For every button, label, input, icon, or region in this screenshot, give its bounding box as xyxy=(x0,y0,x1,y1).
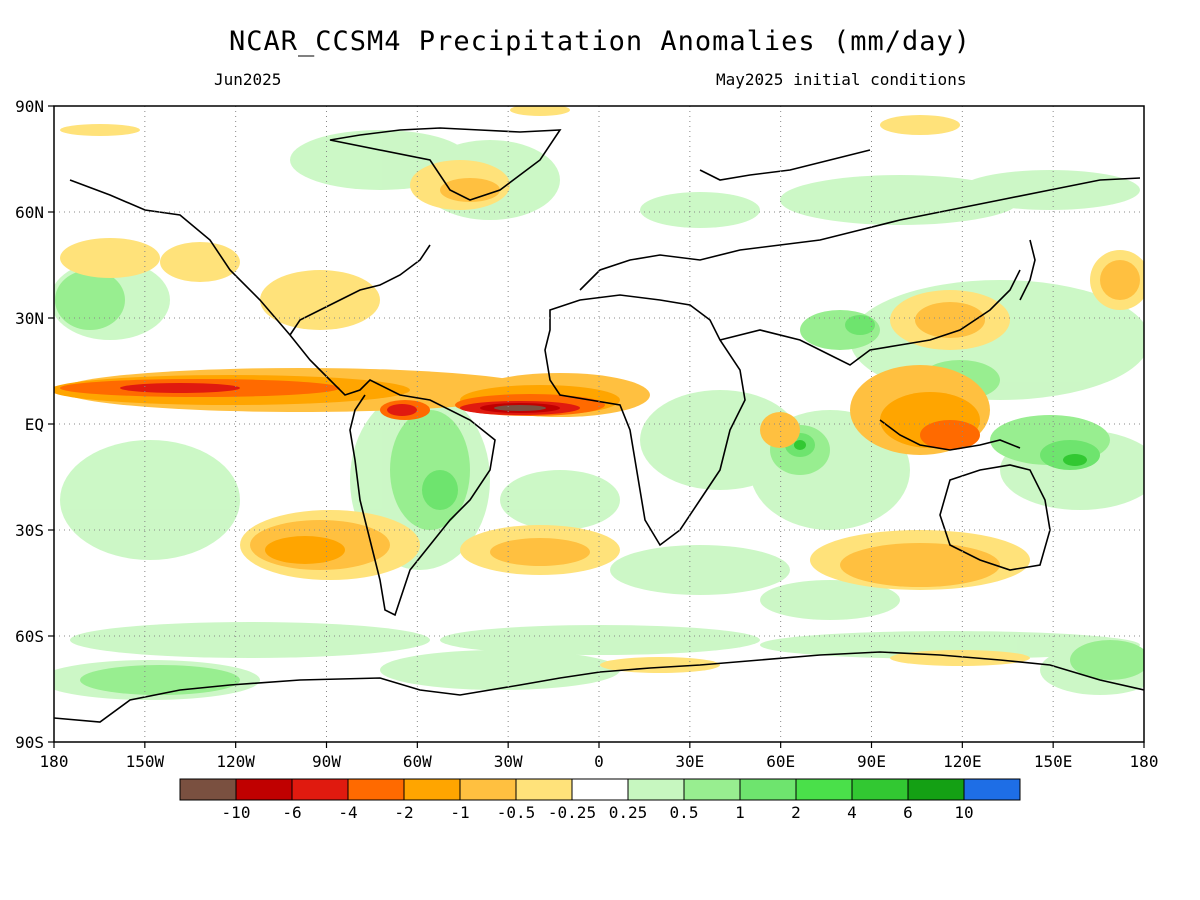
colorbar-label: 0.5 xyxy=(670,803,699,822)
colorbar-swatch xyxy=(291,778,349,801)
colorbar-swatch xyxy=(179,778,237,801)
colorbar-swatch xyxy=(627,778,685,801)
lat-tick-label: EQ xyxy=(25,415,44,434)
colorbar: -10 -6 -4 -2 -1 -0.5 -0.25 0.25 0.5 1 2 4 6 10 xyxy=(179,778,1021,822)
lat-tick-label: 60S xyxy=(15,627,44,646)
colorbar-swatch xyxy=(851,778,909,801)
colorbar-swatch xyxy=(403,778,461,801)
grid-lines xyxy=(54,106,1144,742)
map-title: NCAR_CCSM4 Precipitation Anomalies (mm/d… xyxy=(229,26,971,57)
colorbar-label: 0.25 xyxy=(609,803,648,822)
initial-conditions: May2025 initial conditions xyxy=(716,70,967,89)
lon-tick-label: 30E xyxy=(675,752,704,771)
colorbar-swatch xyxy=(963,778,1021,801)
lat-tick-label: 30S xyxy=(15,521,44,540)
colorbar-label: -4 xyxy=(338,803,357,822)
colorbar-swatch xyxy=(347,778,405,801)
lon-tick-label: 150E xyxy=(1034,752,1073,771)
colorbar-label: 10 xyxy=(954,803,973,822)
colorbar-label: 1 xyxy=(735,803,745,822)
colorbar-swatch xyxy=(571,778,629,801)
lon-tick-label: 30W xyxy=(494,752,523,771)
lon-tick-label: 180 xyxy=(1130,752,1159,771)
lon-tick-label: 150W xyxy=(126,752,165,771)
lat-tick-label: 90S xyxy=(15,733,44,752)
latitude-axis: 90N 60N 30N EQ 30S 60S 90S xyxy=(15,97,54,752)
colorbar-swatch xyxy=(459,778,517,801)
lon-tick-label: 90E xyxy=(857,752,886,771)
lon-tick-label: 180 xyxy=(40,752,69,771)
lon-tick-label: 120E xyxy=(943,752,982,771)
colorbar-swatch xyxy=(795,778,853,801)
lon-tick-label: 60E xyxy=(766,752,795,771)
lon-tick-label: 60W xyxy=(403,752,432,771)
lat-tick-label: 60N xyxy=(15,203,44,222)
colorbar-label: 4 xyxy=(847,803,857,822)
forecast-month: Jun2025 xyxy=(214,70,282,89)
longitude-axis: 180 150W 120W 90W 60W 30W 0 30E 60E 90E 120E 150E 18… xyxy=(40,742,1159,771)
lat-tick-label: 90N xyxy=(15,97,44,116)
lon-tick-label: 90W xyxy=(312,752,341,771)
colorbar-swatch xyxy=(683,778,741,801)
colorbar-label: -10 xyxy=(222,803,251,822)
lon-tick-label: 120W xyxy=(216,752,255,771)
colorbar-label: -2 xyxy=(394,803,413,822)
colorbar-label: -1 xyxy=(450,803,469,822)
colorbar-swatch xyxy=(515,778,573,801)
colorbar-swatch xyxy=(739,778,797,801)
lat-tick-label: 30N xyxy=(15,309,44,328)
colorbar-label: 6 xyxy=(903,803,913,822)
colorbar-swatch xyxy=(235,778,293,801)
colorbar-label: -6 xyxy=(282,803,301,822)
colorbar-swatch xyxy=(907,778,965,801)
colorbar-label: -0.25 xyxy=(548,803,596,822)
colorbar-label: 2 xyxy=(791,803,801,822)
colorbar-label: -0.5 xyxy=(497,803,536,822)
lon-tick-label: 0 xyxy=(594,752,604,771)
